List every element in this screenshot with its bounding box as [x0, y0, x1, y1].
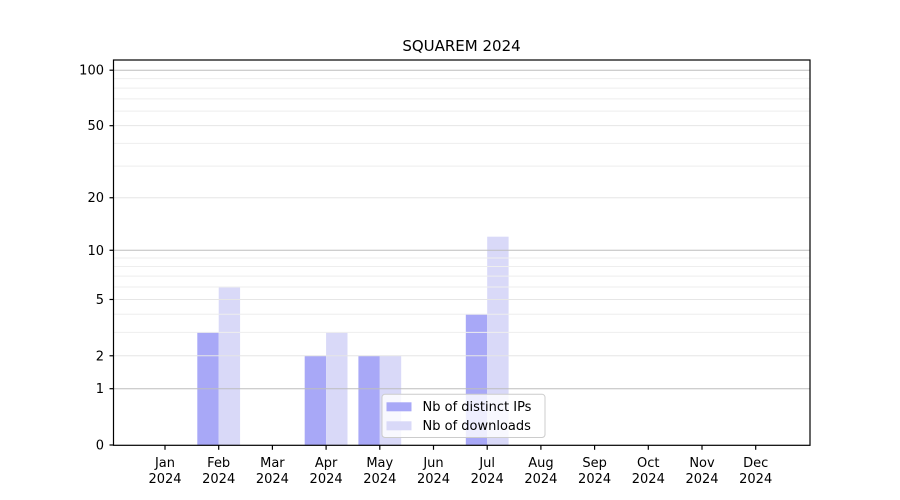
- bar-nb-of-downloads-jul: [487, 236, 509, 445]
- x-tick-label-year: 2024: [685, 472, 718, 487]
- y-tick-label: 50: [87, 119, 104, 134]
- x-tick-label-month: Aug: [528, 456, 553, 471]
- bar-nb-of-downloads-feb: [218, 286, 241, 445]
- x-tick-label-month: Dec: [743, 456, 768, 471]
- x-tick-label-year: 2024: [524, 472, 557, 487]
- legend-layer: Nb of distinct IPs Nb of downloads: [381, 393, 546, 438]
- y-tick-label: 10: [87, 244, 104, 259]
- x-tick-label-month: Jun: [422, 456, 443, 471]
- y-tick-label: 1: [96, 382, 104, 397]
- chart-title: SQUAREM 2024: [402, 37, 520, 55]
- x-tick-label-year: 2024: [739, 472, 772, 487]
- y-tick-label: 100: [79, 64, 104, 79]
- grid-layer: [113, 69, 810, 390]
- x-tick-label-month: Sep: [582, 456, 607, 471]
- x-tick-label-month: Feb: [207, 456, 230, 471]
- x-tick-label-month: Apr: [315, 456, 338, 471]
- x-tick-label-year: 2024: [202, 472, 235, 487]
- legend-swatch-nb-of-downloads: [386, 421, 412, 431]
- legend-box: [381, 393, 546, 438]
- ticks-layer: 0125102050100Jan2024Feb2024Mar2024Apr202…: [79, 64, 772, 487]
- legend-label: Nb of distinct IPs: [423, 400, 532, 415]
- x-tick-label-year: 2024: [471, 472, 504, 487]
- x-tick-label-month: May: [366, 456, 393, 471]
- x-tick-label-year: 2024: [256, 472, 289, 487]
- y-tick-label: 0: [96, 439, 104, 454]
- x-tick-label-month: Mar: [260, 456, 285, 471]
- x-tick-label-month: Nov: [689, 456, 715, 471]
- legend-label: Nb of downloads: [423, 419, 532, 434]
- x-tick-label-month: Jul: [478, 456, 495, 471]
- legend-swatch-nb-of-distinct-ips: [386, 402, 412, 412]
- y-tick-label: 20: [87, 191, 104, 206]
- x-tick-label-month: Oct: [637, 456, 659, 471]
- y-tick-label: 2: [96, 349, 104, 364]
- y-tick-label: 5: [96, 293, 104, 308]
- x-tick-label-year: 2024: [363, 472, 396, 487]
- x-tick-label-year: 2024: [417, 472, 450, 487]
- x-tick-label-month: Jan: [154, 456, 175, 471]
- x-tick-label-year: 2024: [310, 472, 343, 487]
- x-tick-label-year: 2024: [148, 472, 181, 487]
- bar-nb-of-distinct-ips-apr: [304, 355, 327, 445]
- x-tick-label-year: 2024: [632, 472, 665, 487]
- x-tick-label-year: 2024: [578, 472, 611, 487]
- bar-nb-of-distinct-ips-may: [358, 355, 380, 445]
- plot-area-border: [112, 59, 811, 446]
